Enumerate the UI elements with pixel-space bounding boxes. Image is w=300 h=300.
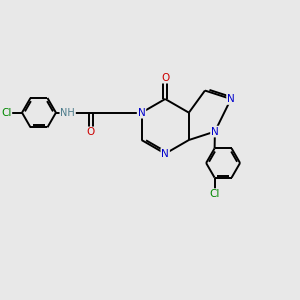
Text: O: O <box>87 128 95 137</box>
Text: Cl: Cl <box>209 189 220 199</box>
Text: N: N <box>161 149 169 159</box>
Text: N: N <box>211 127 219 136</box>
Text: Cl: Cl <box>1 108 11 118</box>
Text: O: O <box>161 73 169 83</box>
Text: N: N <box>227 94 235 104</box>
Text: NH: NH <box>60 108 75 118</box>
Text: N: N <box>138 108 146 118</box>
